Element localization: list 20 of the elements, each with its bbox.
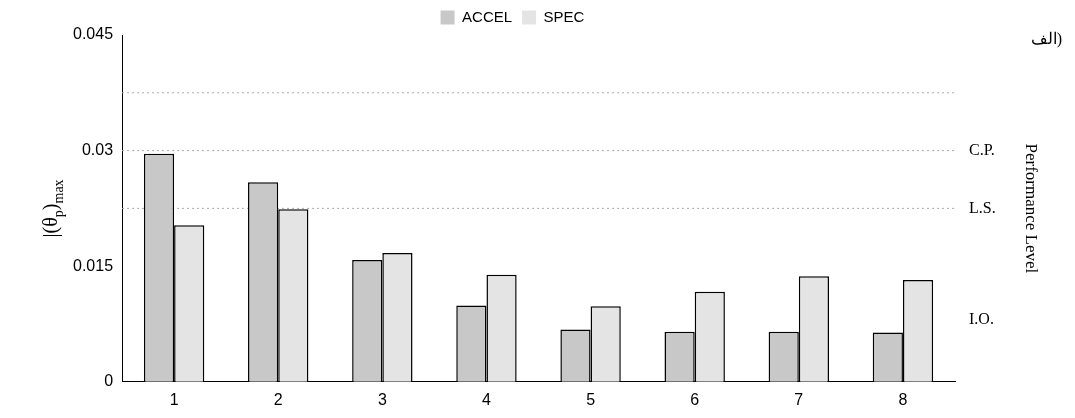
ref-line-label: L.S. [969,198,996,216]
text: I.O. [969,309,994,327]
y-axis-title: |(θp)max [39,179,66,238]
x-tick-label: 6 [690,390,700,408]
x-tick-label: 3 [377,390,387,408]
y-tick-label: 0 [104,372,114,390]
x-tick-label: 8 [898,390,908,408]
text: الف) [1030,30,1062,49]
x-tick-label: 7 [794,390,804,408]
y2-axis-title: Performance Level [1021,143,1041,274]
x-tick-label: 4 [482,390,492,408]
y-tick-label: 0.045 [72,25,114,43]
y-tick-label: 0.015 [72,256,114,274]
x-tick-label: 1 [169,390,179,408]
legend-label: ACCEL [462,7,513,25]
y-tick-label: 0.03 [81,141,114,159]
x-tick-label: 2 [273,390,283,408]
x-tick-label: 5 [586,390,596,408]
legend-label: SPEC [543,7,585,25]
ref-line-label: C.P. [969,140,995,158]
